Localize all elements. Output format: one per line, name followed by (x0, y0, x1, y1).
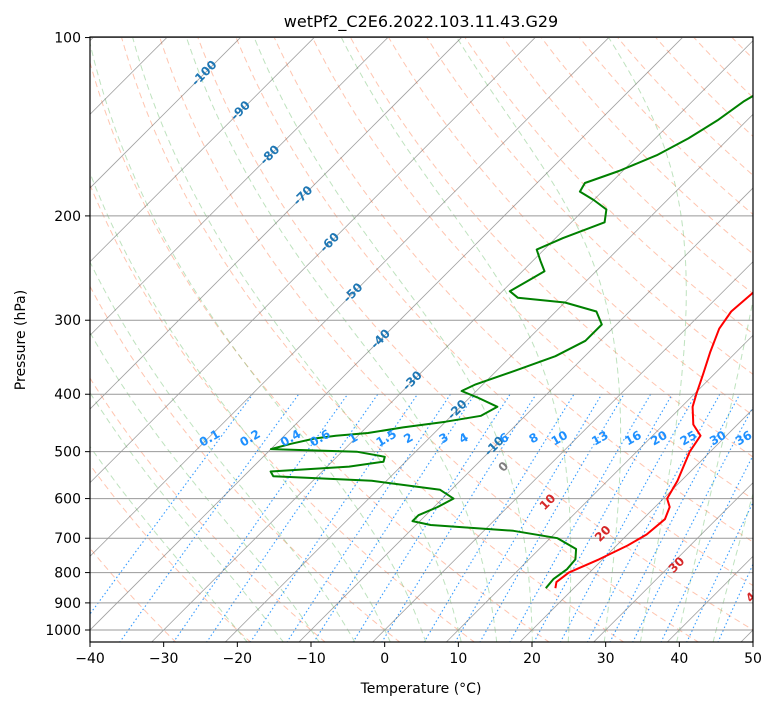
y-tick-label: 300 (54, 313, 81, 329)
dry-adiabat (235, 37, 753, 587)
mixing-ratio-line (352, 393, 511, 642)
moist-adiabat (340, 37, 572, 642)
isotherm (90, 37, 683, 631)
mixing-ratio-line (119, 393, 300, 642)
moist-adiabat (608, 37, 687, 642)
y-axis-label: Pressure (hPa) (13, 290, 29, 390)
moist-adiabat (676, 297, 753, 642)
isobars (90, 37, 753, 631)
dry-adiabat (90, 183, 476, 642)
profiles (269, 94, 753, 589)
moist-adiabat (90, 260, 356, 642)
isotherm (298, 187, 753, 642)
dry-adiabat (90, 377, 326, 642)
mixing-ratio-line (423, 393, 575, 642)
x-tick-label: −20 (223, 651, 253, 667)
mixing-ratio-line (381, 393, 537, 642)
moist-adiabat (186, 37, 498, 642)
mixing-ratio-line (479, 393, 625, 642)
mixing-ratio-label: 36 (733, 428, 754, 448)
mixing-ratio-line (509, 393, 652, 642)
dry-adiabats (90, 37, 753, 642)
y-tick-label: 900 (54, 596, 81, 612)
x-tick-label: 20 (523, 651, 541, 667)
adiabat-label: 40 (743, 583, 765, 605)
y-axis: 100 200 300 400 500 600 700 800 900 1000 (45, 31, 90, 639)
mixing-ratio-line (172, 393, 349, 642)
isotherm (593, 482, 753, 642)
isotherm (90, 37, 315, 263)
x-tick-label: 40 (670, 651, 688, 667)
mixing-ratio-line (559, 393, 697, 642)
moist-adiabat (132, 37, 462, 642)
mixing-ratio-line (454, 393, 603, 642)
isotherm (90, 37, 241, 189)
y-tick-label: 600 (54, 492, 81, 508)
moist-adiabat (253, 37, 533, 642)
dry-adiabat (311, 37, 753, 500)
x-tick-label: −30 (149, 651, 179, 667)
x-tick-label: −40 (75, 651, 105, 667)
plot-frame (89, 36, 754, 643)
x-tick-label: −10 (296, 651, 326, 667)
moist-adiabat (712, 492, 753, 642)
dry-adiabat (90, 60, 550, 642)
y-tick-label: 500 (54, 445, 81, 461)
mixing-ratio-line (533, 393, 673, 642)
moist-adiabat (90, 40, 427, 642)
moist-adiabat (90, 445, 248, 642)
dry-adiabat (120, 37, 625, 642)
dry-adiabat (159, 37, 700, 642)
isotherm (90, 37, 536, 484)
moist-adiabat (90, 171, 391, 642)
isotherm (151, 40, 753, 642)
dry-adiabat (387, 37, 753, 416)
isotherm (519, 408, 753, 642)
y-tick-label: 100 (54, 31, 81, 47)
x-tick-label: 50 (744, 651, 762, 667)
dewpoint-profile (269, 94, 753, 589)
mixing-ratio-line (686, 501, 753, 642)
dry-adiabat (90, 463, 252, 642)
isotherm (90, 37, 389, 336)
isotherm (90, 37, 610, 557)
mixing-ratio-line (632, 406, 753, 642)
x-tick-label: 10 (449, 651, 467, 667)
y-tick-label: 400 (54, 387, 81, 403)
x-axis: −40 −30 −20 −10 0 10 20 30 40 50 (75, 642, 762, 667)
y-tick-label: 1000 (45, 623, 81, 639)
y-tick-label: 700 (54, 531, 81, 547)
x-axis-label: Temperature (°C) (360, 681, 482, 697)
isotherm (445, 334, 753, 642)
dry-adiabat (273, 37, 753, 543)
mixing-ratio-line (313, 393, 476, 642)
isotherm (372, 261, 753, 642)
chart-title: wetPf2_C2E6.2022.103.11.43.G29 (284, 12, 558, 32)
isotherm (90, 37, 462, 410)
isotherms (90, 37, 753, 642)
y-tick-label: 200 (54, 209, 81, 225)
x-tick-label: 30 (597, 651, 615, 667)
dry-adiabat (425, 37, 753, 375)
isotherm (224, 113, 753, 642)
mixing-ratio-line (286, 393, 451, 642)
x-tick-label: 0 (380, 651, 389, 667)
dry-adiabat (197, 37, 753, 631)
temperature-profile (554, 291, 753, 589)
y-tick-label: 800 (54, 566, 81, 582)
